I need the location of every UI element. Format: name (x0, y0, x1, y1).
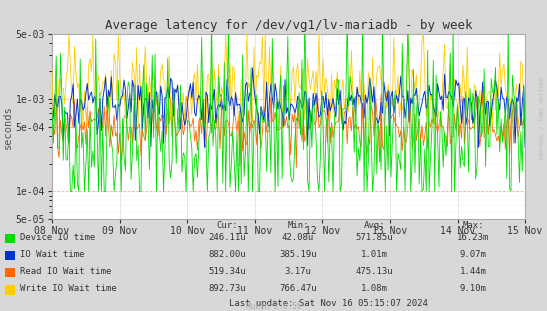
Y-axis label: seconds: seconds (3, 105, 13, 149)
Text: 519.34u: 519.34u (208, 267, 246, 276)
Text: Write IO Wait time: Write IO Wait time (20, 284, 117, 293)
Text: 1.08m: 1.08m (361, 284, 388, 293)
Text: IO Wait time: IO Wait time (20, 250, 84, 259)
Text: 892.73u: 892.73u (208, 284, 246, 293)
Text: 42.08u: 42.08u (282, 233, 314, 242)
Text: Cur:: Cur: (216, 220, 238, 230)
Text: 882.00u: 882.00u (208, 250, 246, 259)
Text: Munin 2.0.56: Munin 2.0.56 (246, 301, 301, 310)
Text: 9.10m: 9.10m (459, 284, 487, 293)
Text: 16.23m: 16.23m (457, 233, 489, 242)
Text: Last update: Sat Nov 16 05:15:07 2024: Last update: Sat Nov 16 05:15:07 2024 (229, 299, 428, 308)
Text: Min:: Min: (287, 220, 309, 230)
Text: 385.19u: 385.19u (280, 250, 317, 259)
Text: 9.07m: 9.07m (459, 250, 487, 259)
Title: Average latency for /dev/vg1/lv-mariadb - by week: Average latency for /dev/vg1/lv-mariadb … (105, 19, 472, 32)
Text: Max:: Max: (462, 220, 484, 230)
Text: Avg:: Avg: (364, 220, 386, 230)
Text: 475.13u: 475.13u (356, 267, 393, 276)
Text: 766.47u: 766.47u (280, 284, 317, 293)
Text: 246.11u: 246.11u (208, 233, 246, 242)
Text: Read IO Wait time: Read IO Wait time (20, 267, 111, 276)
Text: 571.85u: 571.85u (356, 233, 393, 242)
Text: RRDTOOL / TOBI OETIKER: RRDTOOL / TOBI OETIKER (539, 77, 544, 160)
Text: 3.17u: 3.17u (284, 267, 312, 276)
Text: Device IO time: Device IO time (20, 233, 95, 242)
Text: 1.01m: 1.01m (361, 250, 388, 259)
Text: 1.44m: 1.44m (459, 267, 487, 276)
